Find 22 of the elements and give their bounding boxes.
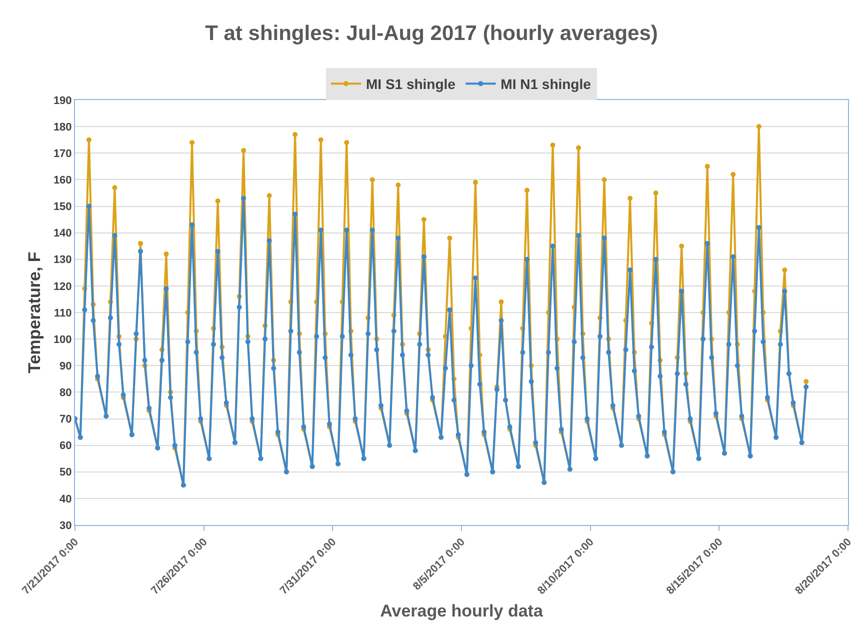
y-tick-label: 40: [60, 493, 72, 506]
legend-label: MI N1 shingle: [500, 76, 592, 92]
y-tick-label: 140: [53, 228, 72, 240]
y-tick-label: 60: [60, 440, 72, 452]
y-tick-label: 70: [60, 414, 72, 426]
y-tick-label: 160: [53, 174, 72, 187]
y-tick-label: 110: [54, 307, 72, 320]
y-tick-label: 190: [53, 94, 72, 107]
y-tick-label: 50: [60, 466, 72, 479]
y-tick-label: 80: [60, 387, 72, 400]
chart-title: T at shingles: Jul-Aug 2017 (hourly averages): [205, 22, 658, 45]
y-axis-title: Temperature, F: [24, 252, 44, 374]
y-tick-label: 90: [60, 360, 72, 372]
y-tick-label: 100: [53, 334, 72, 346]
y-tick-label: 180: [53, 121, 72, 134]
legend-label: MI S1 shingle: [366, 76, 456, 92]
y-tick-label: 150: [53, 201, 72, 214]
y-tick-label: 170: [53, 148, 72, 160]
y-tick-label: 120: [53, 280, 72, 293]
y-tick-label: 30: [60, 520, 72, 532]
y-tick-label: 130: [53, 254, 72, 266]
x-axis-title: Average hourly data: [380, 601, 544, 620]
